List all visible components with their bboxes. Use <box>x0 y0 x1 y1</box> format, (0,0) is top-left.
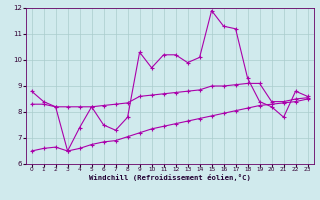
X-axis label: Windchill (Refroidissement éolien,°C): Windchill (Refroidissement éolien,°C) <box>89 174 251 181</box>
